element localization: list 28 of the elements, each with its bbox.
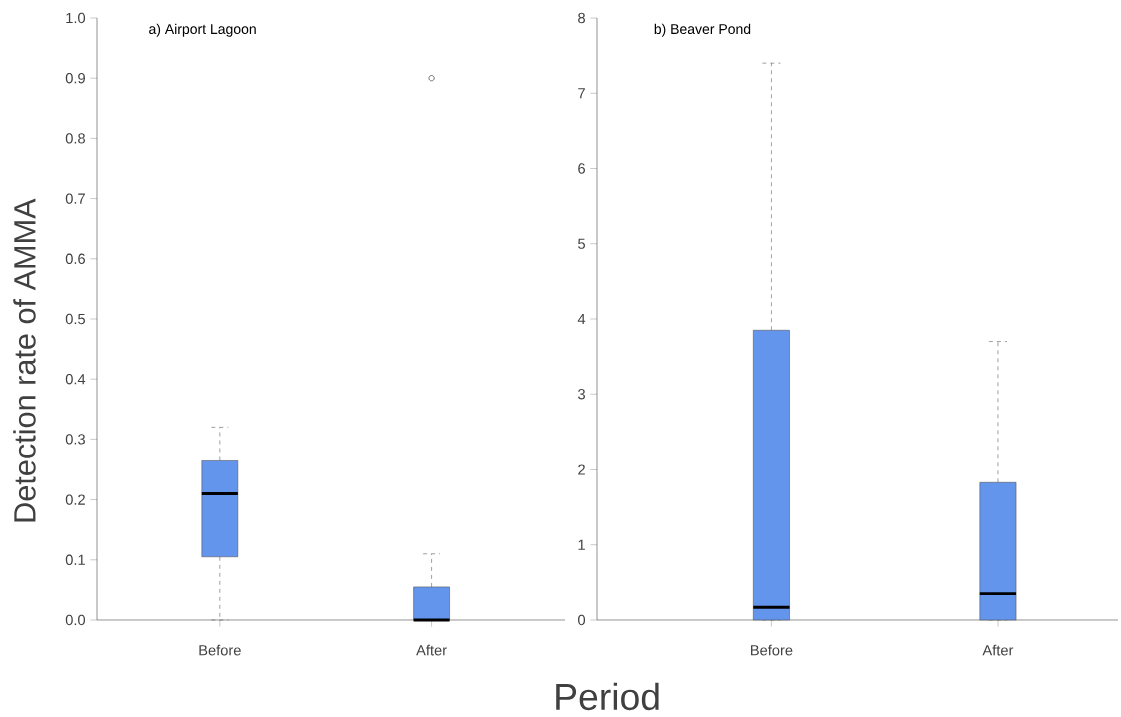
y-tick-label: 0.0 <box>65 614 86 626</box>
x-tick-label: After <box>982 644 1014 656</box>
y-tick-label: 0.8 <box>65 133 85 144</box>
y-tick-label: 0.6 <box>65 253 85 264</box>
y-tick-label: 0.7 <box>65 193 85 204</box>
y-axis-title: Detection rate of AMMA <box>13 198 36 522</box>
x-tick-label: Before <box>199 644 241 656</box>
y-tick-label: 5 <box>578 238 585 249</box>
chart-title: a) Airport Lagoon <box>149 23 256 37</box>
x-axis-title: Period <box>556 682 659 711</box>
chart-title: b) Beaver Pond <box>654 23 751 37</box>
y-tick-label: 0.2 <box>65 494 85 505</box>
y-tick-label: 0.9 <box>65 73 85 84</box>
y-tick-label: 4 <box>577 313 586 325</box>
y-tick-label: 0.1 <box>65 554 85 565</box>
x-tick-label: Before <box>751 644 793 656</box>
y-tick-label: 1 <box>578 539 585 550</box>
y-tick-label: 3 <box>578 389 585 400</box>
y-tick-label: 0 <box>578 614 586 626</box>
y-tick-label: 7 <box>578 88 585 99</box>
y-tick-label: 6 <box>578 163 585 174</box>
y-tick-label: 0.3 <box>65 434 85 445</box>
y-tick-label: 8 <box>578 12 585 24</box>
y-tick-label: 0.5 <box>65 313 85 325</box>
x-tick-label: After <box>416 644 447 656</box>
y-tick-label: 1.0 <box>66 12 86 24</box>
y-tick-label: 2 <box>578 464 585 475</box>
y-tick-label: 0.4 <box>65 374 86 385</box>
